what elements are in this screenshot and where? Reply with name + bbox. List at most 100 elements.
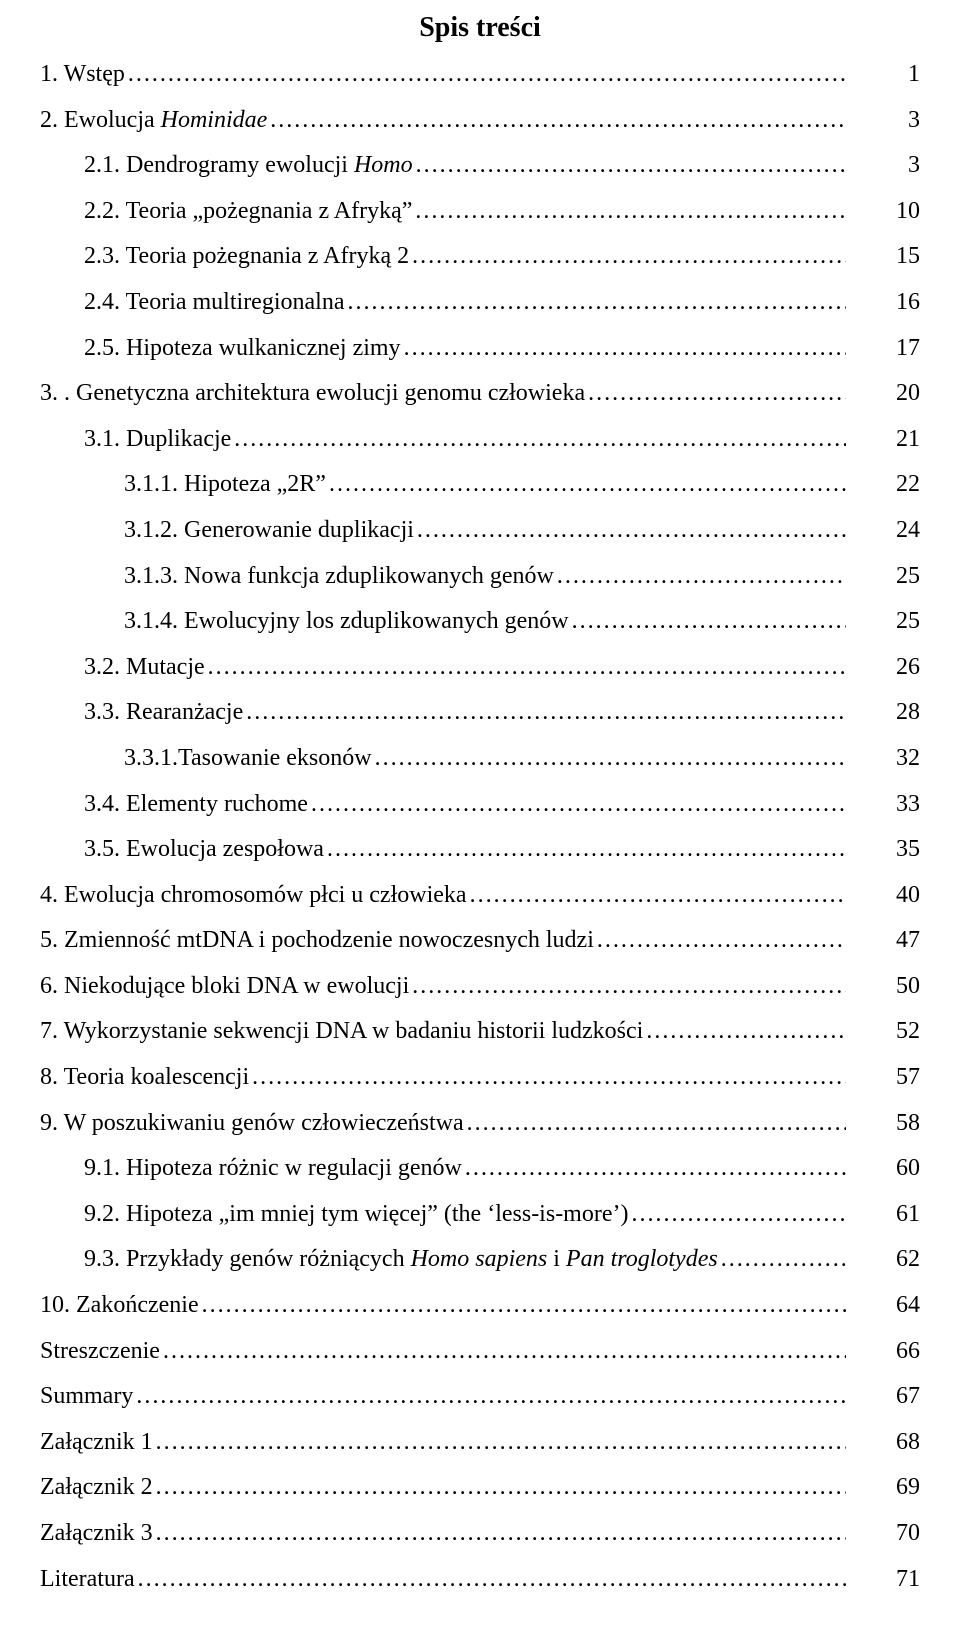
toc-entry-label-pre: Summary <box>40 1383 133 1409</box>
toc-entry: 3.2. Mutacje26 <box>40 645 920 691</box>
toc-entry-label: 3.4. Elementy ruchome <box>84 782 308 828</box>
toc-leader-dots <box>466 1101 846 1147</box>
toc-entry-label: 2.2. Teoria „pożegnania z Afryką” <box>84 189 412 235</box>
toc-entry: 3.1.1. Hipoteza „2R”22 <box>40 462 920 508</box>
toc-leader-dots <box>630 1192 846 1238</box>
toc-leader-dots <box>374 736 846 782</box>
toc-entry-label-pre: 2.2. Teoria „pożegnania z Afryką” <box>84 198 412 224</box>
toc-entry-label: 2.5. Hipoteza wulkanicznej zimy <box>84 326 401 372</box>
toc-entry: 2.1. Dendrogramy ewolucji Homo3 <box>40 143 920 189</box>
toc-leader-dots <box>245 690 846 736</box>
toc-leader-dots <box>415 143 846 189</box>
toc-entry-label-pre: 2. Ewolucja <box>40 107 161 133</box>
toc-entry-label: 2.1. Dendrogramy ewolucji Homo <box>84 143 413 189</box>
toc-entry: 3.1.2. Generowanie duplikacji24 <box>40 508 920 554</box>
toc-entry: 2.4. Teoria multiregionalna16 <box>40 280 920 326</box>
toc-entry-label: Załącznik 3 <box>40 1511 153 1557</box>
toc-entry-label: 9.2. Hipoteza „im mniej tym więcej” (the… <box>84 1192 628 1238</box>
toc-entry-label-pre: 2.5. Hipoteza wulkanicznej zimy <box>84 335 401 361</box>
toc-entry-page: 60 <box>848 1146 920 1192</box>
page-title: Spis treści <box>40 12 920 44</box>
toc-entry-label-italic2: Pan troglotydes <box>566 1246 718 1272</box>
toc-entry: 3.4. Elementy ruchome 33 <box>40 782 920 828</box>
toc-entry-label-pre: Literatura <box>40 1566 135 1592</box>
toc-entry-label: 4. Ewolucja chromosomów płci u człowieka <box>40 873 467 919</box>
toc-entry-label: 3. . Genetyczna architektura ewolucji ge… <box>40 371 585 417</box>
toc-entry-label: 3.5. Ewolucja zespołowa <box>84 827 324 873</box>
toc-entry-page: 71 <box>848 1557 920 1603</box>
toc-entry-page: 52 <box>848 1009 920 1055</box>
toc-entry-label-italic: Homo sapiens <box>411 1246 548 1272</box>
toc-entry-label: 9.3. Przykłady genów różniących Homo sap… <box>84 1237 718 1283</box>
toc-entry-page: 64 <box>848 1283 920 1329</box>
toc-leader-dots <box>571 599 846 645</box>
toc-leader-dots <box>587 371 846 417</box>
toc-leader-dots <box>155 1465 846 1511</box>
toc-entry-page: 33 <box>848 782 920 828</box>
toc-entry-label-pre: Załącznik 1 <box>40 1429 153 1455</box>
toc-entry-page: 32 <box>848 736 920 782</box>
toc-entry-label-pre: 3.1.4. Ewolucyjny los zduplikowanych gen… <box>124 608 569 634</box>
toc-leader-dots <box>464 1146 846 1192</box>
toc-entry-label: Streszczenie <box>40 1329 160 1375</box>
toc-leader-dots <box>326 827 846 873</box>
toc-entry-page: 40 <box>848 873 920 919</box>
toc-entry-label-italic: Hominidae <box>161 107 268 133</box>
toc-entry-label-pre: Załącznik 2 <box>40 1474 153 1500</box>
toc-entry-label: 5. Zmienność mtDNA i pochodzenie nowocze… <box>40 918 594 964</box>
toc-entry-page: 68 <box>848 1420 920 1466</box>
toc-entry: Załącznik 269 <box>40 1465 920 1511</box>
toc-entry-page: 22 <box>848 462 920 508</box>
toc-entry: 3.5. Ewolucja zespołowa 35 <box>40 827 920 873</box>
toc-entry-label-pre: 3. . Genetyczna architektura ewolucji ge… <box>40 380 585 406</box>
toc-leader-dots <box>469 873 846 919</box>
toc-leader-dots <box>155 1511 846 1557</box>
toc-entry-page: 61 <box>848 1192 920 1238</box>
toc-entry-label-pre: 8. Teoria koalescencji <box>40 1064 249 1090</box>
toc-entry: 3. . Genetyczna architektura ewolucji ge… <box>40 371 920 417</box>
toc-leader-dots <box>269 98 846 144</box>
toc-entry-page: 50 <box>848 964 920 1010</box>
toc-entry-page: 35 <box>848 827 920 873</box>
toc-entry-page: 15 <box>848 234 920 280</box>
toc-entry: 8. Teoria koalescencji57 <box>40 1055 920 1101</box>
toc-entry-label-pre: 3.5. Ewolucja zespołowa <box>84 836 324 862</box>
toc-leader-dots <box>137 1557 846 1603</box>
toc-entry-page: 28 <box>848 690 920 736</box>
toc-entry-label-pre: 2.4. Teoria multiregionalna <box>84 289 344 315</box>
toc-entry-label-pre: 7. Wykorzystanie sekwencji DNA w badaniu… <box>40 1018 643 1044</box>
toc-entry: 9.3. Przykłady genów różniących Homo sap… <box>40 1237 920 1283</box>
toc-entry: 1. Wstęp 1 <box>40 52 920 98</box>
toc-entry-label: Załącznik 1 <box>40 1420 153 1466</box>
toc-entry-label-pre: 3.3.1.Tasowanie eksonów <box>124 745 372 771</box>
toc-entry-label: 3.3.1.Tasowanie eksonów <box>124 736 372 782</box>
toc-leader-dots <box>155 1420 846 1466</box>
table-of-contents: 1. Wstęp 12. Ewolucja Hominidae32.1. Dend… <box>40 52 920 1602</box>
toc-entry: 2.5. Hipoteza wulkanicznej zimy17 <box>40 326 920 372</box>
toc-entry-label: 3.2. Mutacje <box>84 645 205 691</box>
toc-entry-page: 1 <box>848 52 920 98</box>
toc-entry: 5. Zmienność mtDNA i pochodzenie nowocze… <box>40 918 920 964</box>
toc-entry: Załącznik 370 <box>40 1511 920 1557</box>
toc-entry-label-pre: 1. Wstęp <box>40 61 125 87</box>
toc-leader-dots <box>411 234 846 280</box>
toc-entry-label-pre: 2.3. Teoria pożegnania z Afryką 2 <box>84 243 409 269</box>
toc-entry-label-post: i <box>547 1246 566 1272</box>
toc-leader-dots <box>233 417 846 463</box>
toc-entry-label-pre: 9.3. Przykłady genów różniących <box>84 1246 411 1272</box>
toc-entry: 3.1. Duplikacje21 <box>40 417 920 463</box>
toc-entry-label: 1. Wstęp <box>40 52 125 98</box>
toc-entry-label: 3.1.2. Generowanie duplikacji <box>124 508 414 554</box>
toc-entry-label-pre: 3.2. Mutacje <box>84 654 205 680</box>
toc-entry: 2. Ewolucja Hominidae3 <box>40 98 920 144</box>
toc-leader-dots <box>596 918 846 964</box>
toc-entry-label: 2. Ewolucja Hominidae <box>40 98 267 144</box>
toc-entry: 9. W poszukiwaniu genów człowieczeństwa5… <box>40 1101 920 1147</box>
toc-entry-label-pre: 5. Zmienność mtDNA i pochodzenie nowocze… <box>40 927 594 953</box>
toc-entry-label: 9. W poszukiwaniu genów człowieczeństwa <box>40 1101 464 1147</box>
toc-entry-label-pre: 4. Ewolucja chromosomów płci u człowieka <box>40 882 467 908</box>
toc-entry-label-italic: Homo <box>354 152 413 178</box>
toc-entry-label: Literatura <box>40 1557 135 1603</box>
toc-entry-label-pre: 6. Niekodujące bloki DNA w ewolucji <box>40 973 409 999</box>
toc-entry: 7. Wykorzystanie sekwencji DNA w badaniu… <box>40 1009 920 1055</box>
